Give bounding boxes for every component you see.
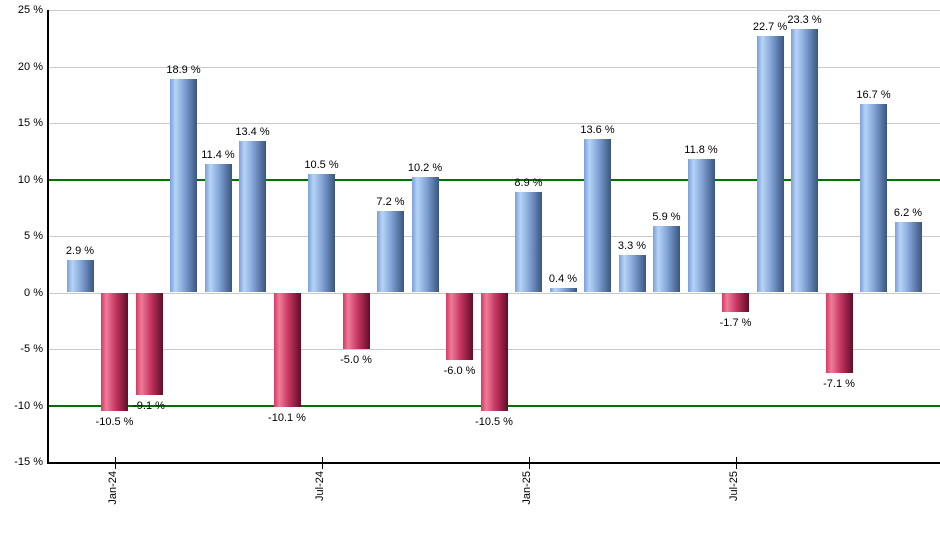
bar-positive [549, 287, 577, 293]
bar-value-label: 3.3 % [617, 240, 647, 253]
bar-positive [308, 173, 335, 293]
bar-value-label: -6.0 % [443, 365, 476, 378]
bar-value-label: -10.5 % [95, 416, 134, 429]
bar-value-label: 2.9 % [65, 244, 95, 257]
y-axis-line [47, 10, 49, 464]
bar-positive [618, 255, 646, 293]
bar-positive [170, 78, 197, 293]
bar-negative [825, 292, 853, 373]
bar-value-label: -1.7 % [719, 316, 752, 329]
bar-positive [860, 103, 887, 293]
y-axis-tick-label: 20 % [17, 60, 43, 73]
bar-positive [756, 35, 784, 293]
bar-value-label: -7.1 % [823, 377, 855, 390]
bar-positive [791, 29, 818, 293]
bar-positive [894, 222, 922, 293]
y-axis-tick-label: 10 % [17, 173, 43, 186]
bar-value-label: 8.9 % [514, 176, 543, 189]
bar-negative [722, 292, 749, 312]
y-axis-tick-label: -10 % [14, 399, 43, 412]
bar-positive [377, 211, 404, 293]
bar-negative [446, 292, 473, 361]
bar-value-label: 5.9 % [652, 210, 681, 223]
x-axis-tick-label: Jul-25 [727, 471, 740, 501]
bar-value-label: 10.2 % [407, 162, 443, 175]
bar-negative [480, 292, 508, 412]
x-axis-tick-label: Jul-24 [313, 471, 326, 501]
bar-positive [515, 191, 542, 293]
bar-value-label: 22.7 % [752, 20, 788, 33]
bar-value-label: 23.3 % [787, 14, 822, 27]
bar-value-label: 16.7 % [856, 88, 891, 101]
y-gridline [48, 123, 940, 124]
bar-value-label: 6.2 % [893, 207, 923, 220]
y-axis-tick-label: 5 % [24, 230, 43, 242]
bar-value-label: 0.4 % [548, 272, 578, 285]
x-axis-line [47, 462, 940, 464]
bar-value-label: 13.4 % [235, 126, 270, 139]
bar-positive [653, 225, 680, 293]
bar-negative [101, 292, 128, 412]
bar-value-label: 11.8 % [684, 144, 718, 157]
reference-line [48, 178, 940, 181]
x-axis-tick-label: Jan-24 [106, 471, 119, 505]
bar-negative [342, 292, 370, 349]
bar-negative [273, 292, 301, 407]
y-axis-tick-label: 0 % [24, 286, 43, 299]
bar-value-label: 11.4 % [201, 148, 235, 161]
bar-positive [66, 259, 94, 293]
bar-positive [204, 163, 232, 293]
bar-value-label: 18.9 % [166, 63, 201, 76]
y-axis-tick-label: 25 % [17, 4, 43, 16]
bar-value-label: 10.5 % [304, 158, 339, 171]
bar-positive [239, 141, 266, 293]
bar-positive [584, 138, 611, 293]
y-axis-tick-label: -15 % [14, 456, 43, 468]
bar-value-label: 13.6 % [580, 123, 615, 136]
bar-positive [411, 177, 439, 293]
y-gridline [48, 10, 940, 11]
bar-value-label: -10.5 % [475, 416, 513, 429]
y-axis-tick-label: -5 % [20, 343, 43, 355]
bar-negative [135, 292, 163, 396]
bar-value-label: -10.1 % [268, 411, 306, 424]
y-gridline [48, 66, 940, 68]
bar-value-label: 7.2 % [376, 196, 405, 209]
bar-value-label: -5.0 % [340, 354, 372, 366]
bar-positive [687, 159, 715, 293]
y-axis-tick-label: 15 % [17, 117, 43, 129]
y-gridline [48, 236, 940, 237]
x-axis-tick-label: Jan-25 [520, 471, 533, 505]
bar-value-label: -9.1 % [133, 400, 165, 413]
